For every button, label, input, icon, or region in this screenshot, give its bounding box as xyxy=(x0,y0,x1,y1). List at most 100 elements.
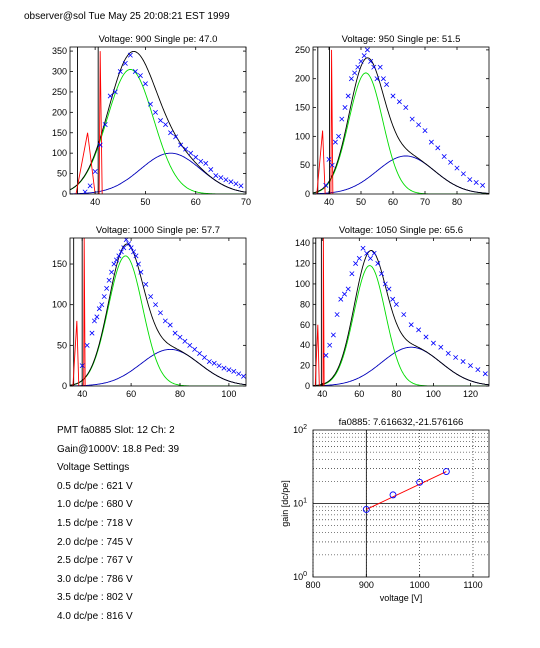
y-tick-label: 100 xyxy=(295,131,310,141)
data-point xyxy=(163,122,169,128)
y-tick-label: 0 xyxy=(305,381,310,391)
single-pe-fit-curve xyxy=(70,255,246,386)
data-point xyxy=(167,322,173,328)
data-point xyxy=(327,342,333,348)
y-tick-label: 120 xyxy=(295,259,310,269)
y-tick-label: 250 xyxy=(52,87,67,97)
data-point xyxy=(475,367,481,373)
data-point xyxy=(117,69,123,74)
data-point xyxy=(116,253,122,259)
chart-title: Voltage: 950 Single pe: 51.5 xyxy=(342,34,461,45)
data-point xyxy=(334,312,340,318)
data-point xyxy=(213,173,219,179)
data-point xyxy=(231,368,237,374)
data-point xyxy=(92,169,98,175)
chart-title: Voltage: 900 Single pe: 47.0 xyxy=(99,34,218,45)
gain-data-point xyxy=(416,478,424,486)
y-tick-label: 150 xyxy=(52,259,67,269)
setting-item: 1.5 dc/pe : 718 V xyxy=(57,517,133,529)
data-point xyxy=(128,245,134,251)
data-point xyxy=(326,156,332,162)
data-point xyxy=(226,367,232,373)
x-tick-label: 100 xyxy=(221,389,236,399)
y-tick-label: 100 xyxy=(293,571,307,582)
x-tick-label: 70 xyxy=(241,197,251,207)
data-point xyxy=(339,116,345,122)
data-point xyxy=(192,346,198,352)
data-point xyxy=(375,261,381,266)
x-axis-label: voltage [V] xyxy=(380,593,423,603)
data-point xyxy=(158,118,163,123)
x-tick-label: 40 xyxy=(317,389,327,399)
chart-title: fa0885: 7.616632,-21.576166 xyxy=(339,417,464,428)
axes-frame xyxy=(312,237,490,387)
data-point xyxy=(367,255,373,261)
data-point xyxy=(178,142,184,148)
pmt-line: PMT fa0885 Slot: 12 Ch: 2 xyxy=(57,425,175,436)
data-point xyxy=(323,352,329,358)
x-tick-label: 50 xyxy=(140,197,150,207)
data-point xyxy=(153,109,158,115)
data-point xyxy=(206,359,212,365)
y-tick-label: 200 xyxy=(52,107,67,117)
data-point xyxy=(364,47,370,53)
data-point xyxy=(330,332,336,338)
setting-item: 3.0 dc/pe : 786 V xyxy=(57,573,133,585)
data-point xyxy=(364,250,370,256)
data-point xyxy=(480,182,486,188)
y-tick-label: 0 xyxy=(62,381,67,391)
data-point xyxy=(361,53,367,59)
data-point xyxy=(148,294,154,300)
y-tick-label: 100 xyxy=(52,148,67,158)
x-tick-label: 120 xyxy=(463,389,478,399)
y-tick-label: 150 xyxy=(52,128,67,138)
data-point xyxy=(377,64,383,70)
data-point xyxy=(162,318,168,324)
x-tick-label: 60 xyxy=(191,197,201,207)
data-point xyxy=(454,165,460,171)
data-point xyxy=(91,318,97,324)
data-point xyxy=(168,130,174,136)
axes-frame xyxy=(69,46,247,195)
data-point xyxy=(386,286,392,292)
setting-item: 2.0 dc/pe : 745 V xyxy=(57,536,133,548)
data-point xyxy=(393,301,399,307)
data-point xyxy=(127,52,133,58)
data-point xyxy=(380,76,386,82)
data-point xyxy=(89,330,95,336)
x-tick-label: 100 xyxy=(426,389,441,399)
x-tick-label: 40 xyxy=(77,389,87,399)
data-point xyxy=(482,371,488,377)
data-point xyxy=(360,245,366,251)
data-point xyxy=(153,302,159,308)
y-tick-label: 80 xyxy=(300,299,310,309)
data-point xyxy=(448,159,454,165)
data-point xyxy=(133,253,139,259)
tick-exponent: 0 xyxy=(303,571,307,578)
gain-data-point xyxy=(362,505,370,513)
data-point xyxy=(353,261,359,266)
data-point xyxy=(177,334,183,340)
data-point xyxy=(379,271,385,277)
axes-frame xyxy=(69,237,247,387)
data-point xyxy=(183,146,189,152)
data-point xyxy=(355,64,361,70)
x-tick-label: 80 xyxy=(175,389,185,399)
x-tick-label: 60 xyxy=(126,389,136,399)
data-point xyxy=(401,312,407,318)
data-point xyxy=(182,338,188,344)
plot-area xyxy=(70,238,246,386)
gain-data-point xyxy=(389,491,397,499)
data-point xyxy=(122,60,128,66)
data-point xyxy=(188,150,194,156)
data-point xyxy=(118,249,124,255)
data-point xyxy=(203,160,209,166)
data-point xyxy=(121,245,127,251)
axes-frame xyxy=(312,429,490,578)
data-point xyxy=(416,327,422,333)
data-point xyxy=(382,281,388,287)
plot-area xyxy=(70,47,246,194)
chart-title: Voltage: 1000 Single pe: 57.7 xyxy=(96,225,220,236)
data-point xyxy=(371,64,377,70)
data-point xyxy=(112,89,118,95)
